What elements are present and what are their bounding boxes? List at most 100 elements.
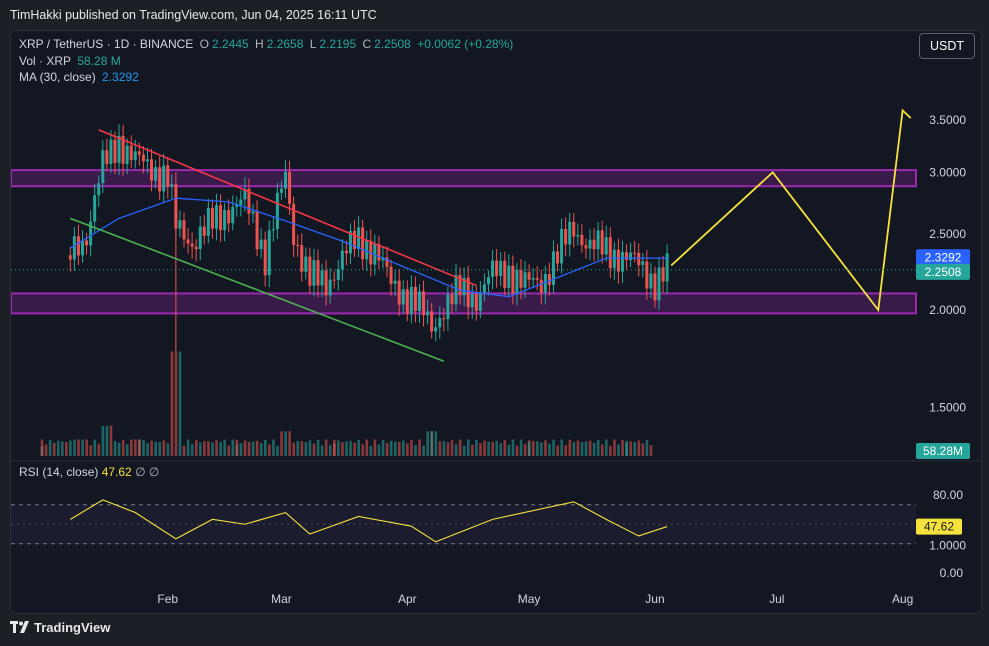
volume-bar xyxy=(373,439,377,456)
volume-bar xyxy=(540,442,543,456)
symbol-name[interactable]: XRP / TetherUS · 1D · BINANCE xyxy=(19,37,194,51)
volume-bar xyxy=(113,440,117,456)
candle-body xyxy=(72,236,76,260)
volume-bar xyxy=(467,439,470,456)
candle-body xyxy=(158,167,162,192)
volume-bar xyxy=(312,443,316,456)
candle-body xyxy=(381,257,385,261)
price-axis-tick-label: 1.0000 xyxy=(929,538,966,552)
volume-bar xyxy=(142,439,145,456)
candle-body xyxy=(438,317,442,328)
candle-body xyxy=(604,237,608,255)
volume-bar xyxy=(462,445,466,456)
volume-bar xyxy=(519,439,523,456)
volume-bar xyxy=(154,441,157,456)
chart-canvas[interactable]: 3.5000 3.0000 2.5000 2.0000 1.5000 1.0000 2.32… xyxy=(11,31,981,613)
volume-bar xyxy=(629,441,632,456)
volume-bar xyxy=(527,442,531,456)
volume-bar xyxy=(272,439,275,456)
volume-bar xyxy=(284,431,287,456)
candle-body xyxy=(377,244,381,261)
volume-bar xyxy=(158,441,162,456)
candle-body xyxy=(320,270,324,286)
rsi-value-label: 47.62 xyxy=(924,520,954,534)
candle-body xyxy=(105,150,109,164)
footer-brand-name: TradingView xyxy=(34,620,111,635)
volume-bar xyxy=(231,439,235,456)
candle-body xyxy=(466,277,470,308)
volume-bar xyxy=(268,444,271,456)
candle-body xyxy=(556,251,560,264)
volume-bar xyxy=(357,440,360,456)
volume-bar xyxy=(475,439,478,456)
candle-body xyxy=(620,252,624,272)
volume-bar xyxy=(304,442,308,456)
volume-bar xyxy=(422,445,425,456)
volume-label[interactable]: Vol · XRP xyxy=(19,54,72,68)
candle-body xyxy=(482,284,486,293)
candle-body xyxy=(409,286,413,314)
candle-body xyxy=(442,317,446,320)
volume-bar xyxy=(308,440,312,456)
candle-body xyxy=(235,204,239,207)
volume-bar xyxy=(633,442,637,456)
candle-body xyxy=(174,184,178,229)
rsi-value-label-bg xyxy=(916,518,962,535)
candle-body xyxy=(511,265,515,294)
candle-body xyxy=(202,226,206,236)
volume-bar xyxy=(40,439,44,456)
volume-bar xyxy=(389,440,393,456)
candle-body xyxy=(519,270,523,288)
candle-body xyxy=(81,240,84,256)
volume-bar xyxy=(52,442,56,456)
volume-bar xyxy=(511,439,515,456)
volume-bar xyxy=(556,445,559,456)
currency-button[interactable]: USDT xyxy=(919,33,975,59)
chart-panel[interactable]: 3.5000 3.0000 2.5000 2.0000 1.5000 1.0000 2.32… xyxy=(10,30,982,614)
volume-bar xyxy=(536,441,539,456)
candle-body xyxy=(271,229,275,231)
volume-price-label: 58.28M xyxy=(923,444,963,458)
volume-bar xyxy=(410,439,413,456)
volume-bar xyxy=(649,445,653,456)
volume-price-label-bg xyxy=(916,443,970,459)
volume-bar xyxy=(125,444,129,456)
time-axis-tick-label: Mar xyxy=(271,592,292,606)
time-axis-tick-label: Feb xyxy=(157,592,178,606)
candle-body xyxy=(515,270,519,294)
candle-body xyxy=(608,237,612,269)
candle-body xyxy=(357,227,361,250)
volume-bar xyxy=(596,439,600,456)
resistance-trendline xyxy=(98,129,477,287)
candle-body xyxy=(206,207,210,236)
volume-bar xyxy=(341,442,344,456)
candle-body xyxy=(657,267,661,301)
volume-bar xyxy=(491,441,494,456)
volume-bar xyxy=(568,439,572,456)
candle-body xyxy=(426,311,430,316)
volume-bar xyxy=(621,440,624,456)
ma-price-label-bg xyxy=(916,249,970,266)
volume-bar xyxy=(458,439,462,456)
volume-bar xyxy=(166,443,170,456)
candle-body xyxy=(495,260,499,276)
volume-bar xyxy=(320,445,324,456)
volume-bar xyxy=(637,440,641,456)
candle-body xyxy=(535,277,539,280)
volume-bar xyxy=(548,443,551,456)
volume-bar xyxy=(377,444,381,456)
candle-body xyxy=(576,234,580,237)
candle-body xyxy=(539,279,543,293)
volume-bar xyxy=(361,444,365,456)
volume-bar xyxy=(564,445,568,456)
ma-label[interactable]: MA (30, close) xyxy=(19,70,96,84)
volume-bar xyxy=(251,441,255,456)
close-value: 2.2508 xyxy=(374,37,411,51)
candle-body xyxy=(113,139,117,163)
rsi-label[interactable]: RSI (14, close) xyxy=(19,465,99,479)
time-axis-tick-label: Apr xyxy=(398,592,417,606)
candle-body xyxy=(162,165,166,192)
volume-bar xyxy=(625,440,628,456)
candle-body xyxy=(141,154,145,162)
volume-bar xyxy=(207,441,210,456)
